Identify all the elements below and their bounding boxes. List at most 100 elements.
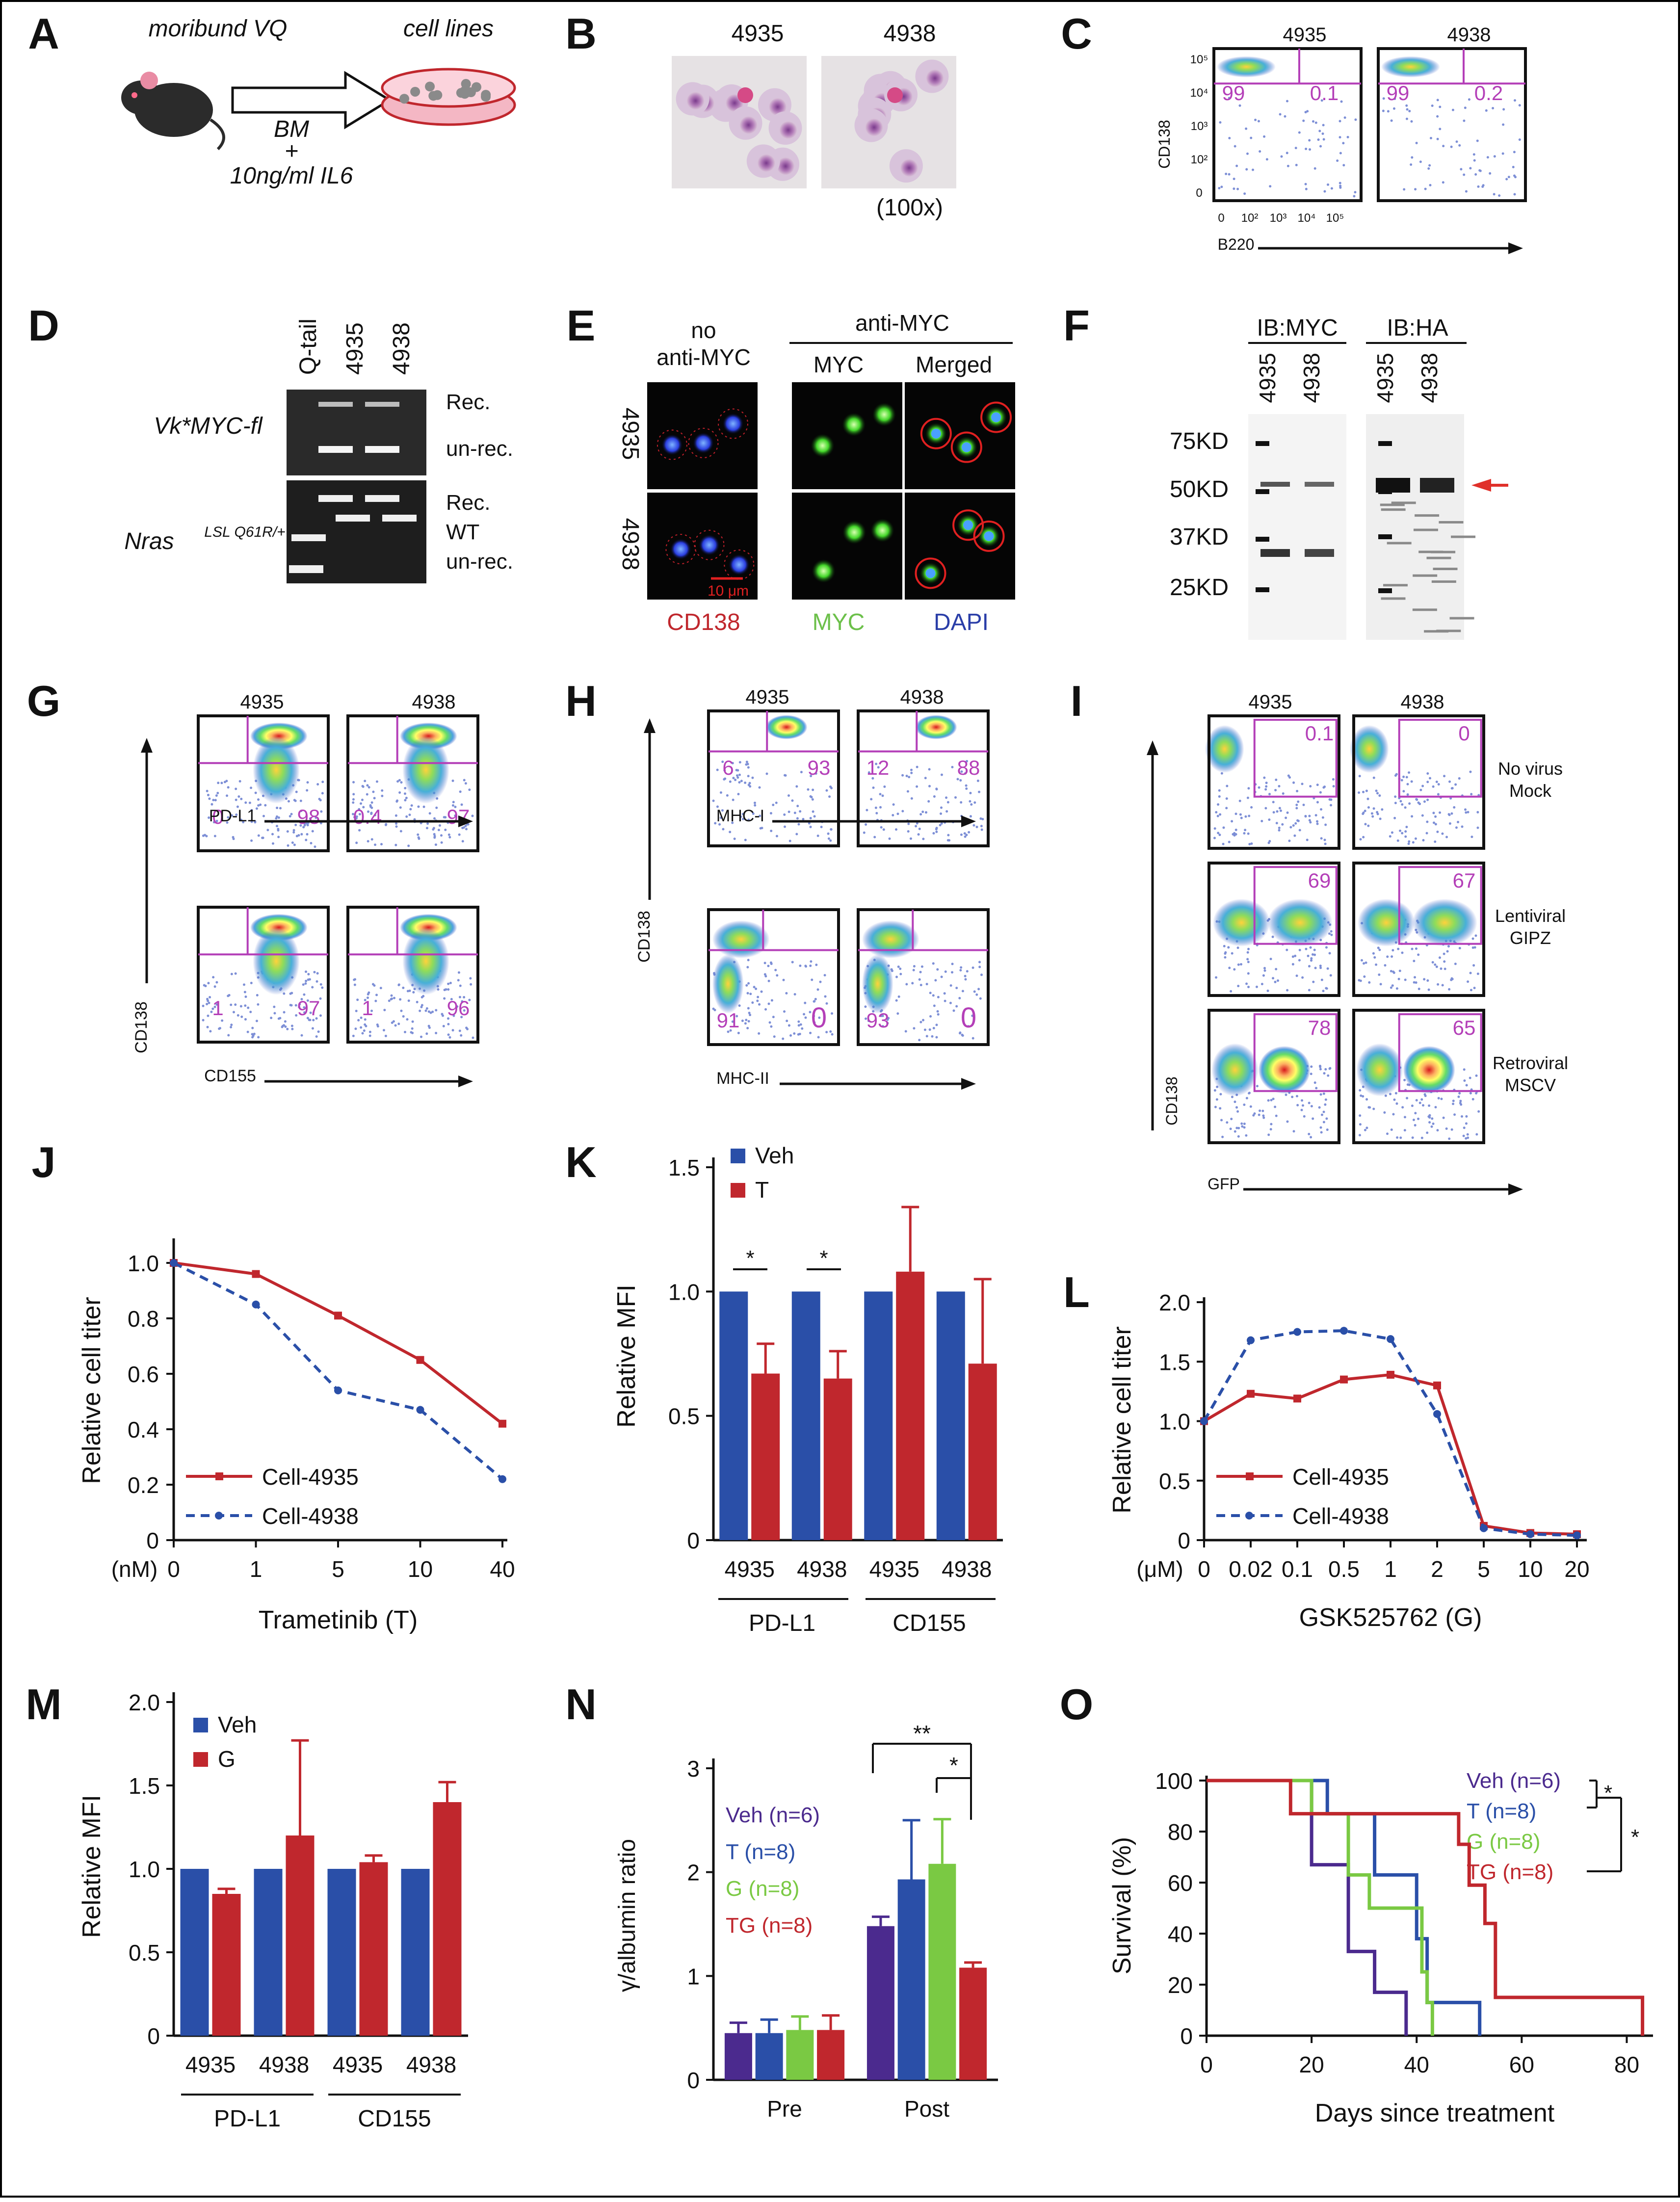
flow-g-1-event [410, 804, 413, 807]
flow-g-0-event [261, 837, 264, 839]
flow-h-3-event [897, 995, 900, 998]
flow-h-3-event [912, 969, 915, 971]
flow-i-0-0-event [1296, 789, 1299, 792]
myc-stain [870, 519, 894, 543]
chart-k-bar [968, 1363, 997, 1540]
flow-g-0-event [314, 845, 316, 848]
flow-h-left-val: 6 [722, 756, 734, 779]
flow-i-1-1-event [1415, 981, 1418, 984]
flow-i-0-1-event [1365, 789, 1368, 792]
flow-g-2-event [304, 982, 307, 985]
flow-c-0-event [1354, 118, 1357, 121]
flow-h-3-event [864, 1005, 867, 1008]
flow-g-0-event [306, 789, 309, 792]
chart-n-bar [817, 2030, 845, 2080]
flow-i-0-0-event [1267, 841, 1270, 844]
flow-h-1-event [863, 831, 866, 834]
flow-h-0-event [736, 776, 739, 779]
flow-i-1-1-event [1363, 962, 1365, 965]
chart-j-point [416, 1356, 424, 1364]
flow-g-0-event [232, 838, 235, 840]
flow-i-1-0-density [1212, 898, 1270, 947]
flow-g-1-event [366, 793, 368, 796]
chart-n-group-label: Pre [767, 2096, 802, 2122]
flow-g-1-event [440, 834, 443, 837]
chart-m-bar [180, 1869, 209, 2036]
flow-i-1-0-event [1319, 967, 1322, 970]
flow-i-1-0-event [1314, 967, 1317, 970]
flow-c-1-event [1513, 174, 1516, 177]
flow-i-1-1-event [1397, 977, 1400, 980]
flow-i-1-1-event [1450, 977, 1453, 980]
flow-c-0-event [1245, 127, 1248, 130]
flow-i-0-1-event [1455, 826, 1458, 829]
flow-h-0-event [754, 804, 757, 807]
chart-m-group-cd155: CD155 [358, 2106, 431, 2132]
flow-i-0-0-event [1272, 801, 1275, 804]
flow-g-1-event [435, 806, 438, 809]
flow-i-2-0-event [1270, 1123, 1273, 1126]
flow-g-2-event [311, 986, 314, 989]
flow-h-1-frame [857, 709, 990, 847]
flow-i-0-0-event [1288, 776, 1291, 779]
wb-smear [1383, 584, 1408, 587]
flow-h-3-event [937, 996, 940, 998]
flow-i-1-0-event [1269, 958, 1272, 961]
arrow-text-3: 10ng/ml IL6 [230, 163, 353, 189]
chart-j-series-line [173, 1261, 503, 1425]
flow-i-0-1-event [1396, 839, 1399, 842]
flow-g-3-event [391, 1022, 394, 1024]
flow-h-3-event [886, 1022, 889, 1024]
flow-h-1-event [968, 831, 971, 834]
flow-h-0-event [741, 813, 744, 815]
flow-h-0-event [744, 839, 747, 841]
flow-h-1-event [924, 777, 927, 780]
flow-h-1-event [935, 828, 938, 831]
flow-h-3-event [955, 987, 958, 990]
cd138-membrane [915, 557, 946, 589]
flow-h-2-event [782, 1037, 785, 1040]
flow-h-3-event [971, 1014, 974, 1017]
flow-h-3-event [961, 990, 964, 993]
wb-smear [1439, 521, 1464, 524]
flow-i-1-0-event [1313, 948, 1316, 951]
chart-n-sig: * [949, 1753, 958, 1778]
flow-i-0-0-event [1316, 822, 1319, 825]
flow-i-0-0-event [1258, 786, 1260, 789]
flow-g-2-event [283, 1024, 286, 1027]
flow-c-ur-1: 0.2 [1474, 81, 1503, 105]
chart-n-bar [786, 2030, 814, 2080]
flow-h-title-4938: 4938 [900, 686, 944, 708]
flow-g-1-event [395, 825, 398, 828]
flow-h-1-event [895, 828, 898, 831]
flow-g-3-event [445, 988, 447, 991]
flow-g-2-event [298, 1005, 301, 1008]
flow-c-1-event [1513, 193, 1516, 196]
flow-i-0-1-event [1467, 811, 1470, 813]
flow-i-0-1-event [1406, 783, 1409, 786]
flow-g-1-event [358, 808, 361, 811]
flow-c-0-event [1295, 163, 1298, 166]
chart-m-legend-swatch [193, 1718, 208, 1732]
flow-i-0-1-event [1450, 812, 1453, 815]
flow-h-0-event [820, 825, 823, 828]
flow-g-0-event [223, 781, 226, 784]
cd138-membrane [980, 401, 1012, 433]
flow-i-2-1-event [1403, 1129, 1406, 1132]
flow-g-0-event [239, 818, 242, 821]
flow-i-0-1-event [1404, 835, 1407, 838]
chart-l-xtick-label: 0.1 [1282, 1556, 1313, 1582]
chart-o-xtick-label: 80 [1614, 2052, 1639, 2077]
flow-i-1-0-event [1326, 967, 1329, 970]
flow-g-3-event [367, 996, 369, 999]
flow-h-3-density [862, 954, 893, 1014]
panel-letter-F: F [1063, 301, 1090, 350]
chart-j-legend-label: Cell-4935 [262, 1464, 359, 1490]
flow-i-2-0-event [1252, 1114, 1255, 1117]
flow-i-1-0-event [1310, 957, 1313, 960]
chart-j-ytick-label: 1.0 [128, 1251, 159, 1276]
flow-h-3-event [959, 969, 962, 971]
if-header-anti-myc: anti-MYC [855, 310, 949, 336]
wb-smear [1431, 580, 1456, 583]
flow-i-1-0-event [1330, 930, 1333, 933]
